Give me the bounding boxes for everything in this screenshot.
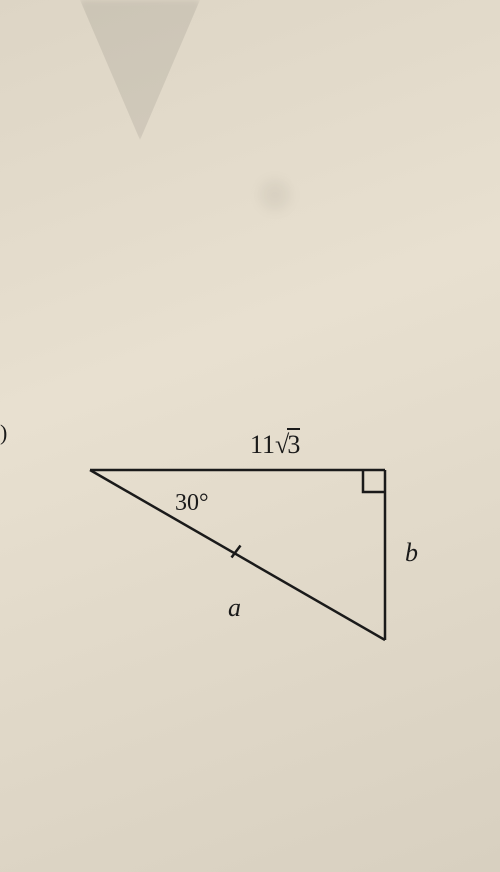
triangle-diagram: 11√3 30° b a bbox=[70, 390, 450, 670]
problem-number-marker: ) bbox=[0, 420, 7, 446]
paper-background: ) 11√3 30° b a bbox=[0, 0, 500, 872]
angle-30-label: 30° bbox=[175, 490, 209, 517]
radicand: 3 bbox=[287, 428, 300, 460]
paper-smudge bbox=[260, 180, 290, 210]
side-a-label: a bbox=[228, 593, 241, 623]
page-shadow bbox=[80, 0, 200, 140]
hypotenuse-label: 11√3 bbox=[250, 428, 300, 460]
hyp-coefficient: 11 bbox=[250, 430, 275, 459]
side-b-label: b bbox=[405, 538, 418, 568]
right-angle-marker bbox=[363, 470, 385, 492]
